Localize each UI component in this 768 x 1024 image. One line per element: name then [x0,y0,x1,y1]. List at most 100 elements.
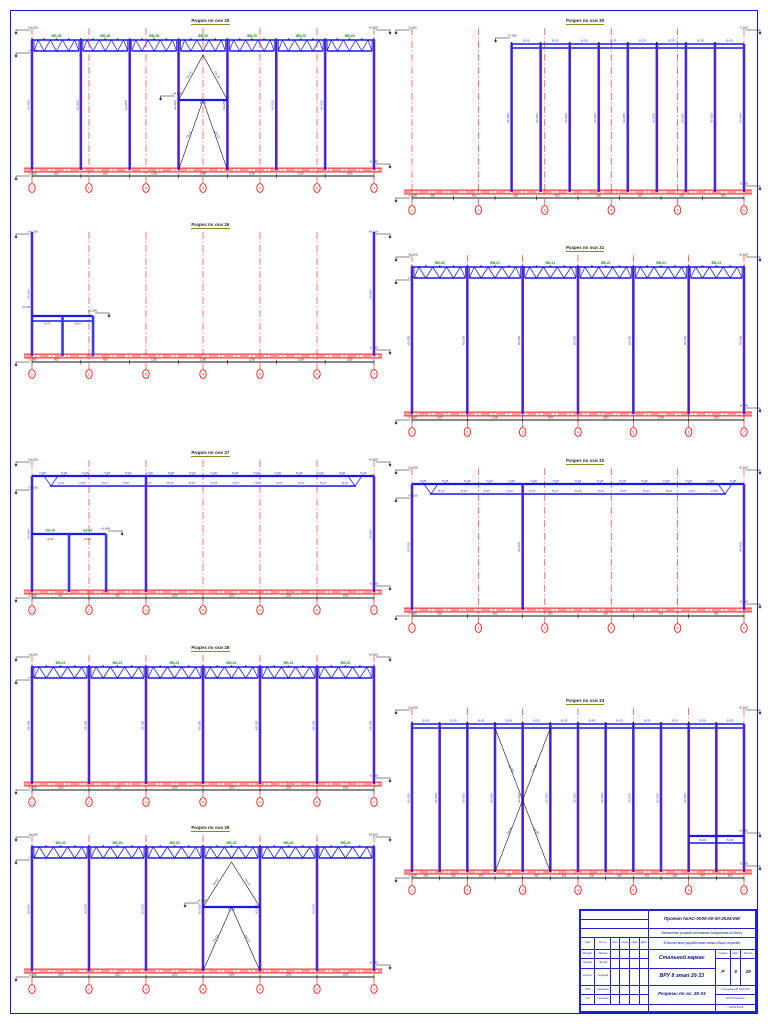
axis-bullet-label: 4 [202,372,204,376]
axis-bullet[interactable] [199,369,207,379]
axis-bullet[interactable] [474,205,483,215]
axis-bullet[interactable] [370,797,378,807]
axis-bullet[interactable] [199,605,207,615]
truss-web [277,39,324,52]
axis-bullet[interactable] [408,885,416,895]
axis-bullet[interactable] [519,885,527,895]
truss-node [344,845,347,847]
truss-node [301,665,304,667]
axis-bullet[interactable] [463,885,471,895]
axis-bullet[interactable] [142,797,150,807]
axis-bullet[interactable] [28,369,36,379]
level-leader [746,709,761,714]
truss-web [468,266,522,279]
axis-bullet[interactable] [256,605,264,615]
axis-bullet[interactable] [256,797,264,807]
axis-bullet[interactable] [685,885,693,895]
purlin-mark: П-26 [275,471,282,475]
axis-bullet[interactable] [199,984,207,994]
mezz-mark: Св-10 [83,529,92,533]
beam-node [549,722,552,724]
dimension-value: 1200 [115,785,121,789]
axis-bullet[interactable] [28,797,36,807]
level-leader [746,603,761,608]
beam-mark: Б-29 [533,719,540,723]
axis-bullet[interactable] [408,623,416,633]
axis-bullet[interactable] [142,369,150,379]
beam-node [627,42,629,44]
axis-bullet[interactable] [541,205,549,215]
axis-bullet[interactable] [313,605,321,615]
axis-bullet[interactable] [313,984,321,994]
axis-bullet[interactable] [28,984,36,994]
axis-bullet[interactable] [85,605,93,615]
purlin-mark: П-27 [58,481,65,485]
axis-bullet[interactable] [607,205,615,215]
axis-bullet[interactable] [313,369,321,379]
axis-bullet[interactable] [740,623,748,633]
axis-bullet[interactable] [740,205,748,215]
purlin-node [466,482,469,484]
axis-bullet-label: 6 [743,208,745,212]
axis-bullet[interactable] [370,984,378,994]
column-mark: К2-250 [683,336,687,345]
truss-mark: ФБ-21 [284,661,294,665]
truss-web [33,39,80,52]
axis-bullet[interactable] [474,623,483,633]
dimension-value: 600 [597,193,602,197]
axis-bullet[interactable] [85,797,93,807]
axis-bullet[interactable] [256,369,264,379]
axis-bullet-label: 7 [373,186,375,190]
axis-bullet[interactable] [85,183,93,193]
axis-bullet[interactable] [370,369,378,379]
truss-node [358,665,361,667]
axis-bullet[interactable] [370,183,378,193]
axis-bullet[interactable] [313,797,321,807]
axis-bullet[interactable] [673,205,682,215]
axis-bullet[interactable] [574,427,582,437]
axis-bullet[interactable] [28,183,36,193]
truss-node [145,845,147,847]
purlin-mark: П-27 [167,481,174,485]
axis-bullet[interactable] [629,885,637,895]
axis-bullet[interactable] [629,427,637,437]
axis-bullet[interactable] [574,885,582,895]
dimension-value: 1200 [343,593,349,597]
axis-bullet[interactable] [607,623,615,633]
axis-bullet[interactable] [142,605,150,615]
axis-bullet[interactable] [142,984,150,994]
axis-bullet[interactable] [519,427,527,437]
axis-bullet[interactable] [199,183,207,193]
axis-bullet[interactable] [463,427,471,437]
axis-bullet[interactable] [313,183,321,193]
axis-bullet[interactable] [541,623,549,633]
axis-bullet[interactable] [199,797,207,807]
axis-bullet[interactable] [685,427,693,437]
purlin-node [106,474,108,476]
dimension-value: 600 [437,611,442,615]
axis-bullet[interactable] [740,885,748,895]
axis-bullet-label: 3 [145,372,147,376]
truss-mark: ФБ-20 [113,841,123,845]
axis-bullet[interactable] [85,369,93,379]
axis-bullet[interactable] [673,623,682,633]
axis-bullet[interactable] [408,427,416,437]
axis-bullet[interactable] [28,605,36,615]
section-drawing: 600 600 600 600 600 600 600 600 600 600 600 600 1 2 3 4… [394,706,762,895]
level-leader [395,615,410,620]
sheets-total: 29 [740,958,756,986]
axis-bullet[interactable] [85,984,93,994]
axis-bullet-label: 6 [688,888,690,892]
column-mark: К2-250 [683,793,687,802]
truss-mark: ФБ-21 [711,261,721,265]
axis-bullet[interactable] [740,427,748,437]
col-head-sheets: Листов [740,948,756,960]
axis-bullet[interactable] [142,183,150,193]
axis-bullet-label: 5 [259,800,261,804]
axis-bullet[interactable] [370,605,378,615]
axis-bullet[interactable] [256,183,264,193]
column-mark: К2-250 [26,721,30,730]
axis-bullet-label: 4 [577,430,579,434]
axis-bullet[interactable] [256,984,264,994]
axis-bullet[interactable] [408,205,416,215]
